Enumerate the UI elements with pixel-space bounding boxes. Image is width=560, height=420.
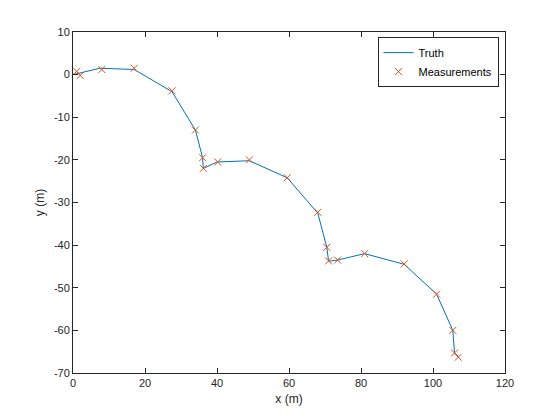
svg-text:y (m): y (m) [33,189,47,216]
svg-text:60: 60 [283,377,295,389]
svg-text:-70: -70 [54,367,70,379]
svg-text:-10: -10 [54,111,70,123]
svg-text:20: 20 [139,377,151,389]
svg-text:40: 40 [211,377,223,389]
svg-text:0: 0 [70,377,76,389]
svg-text:-50: -50 [54,282,70,294]
svg-text:0: 0 [64,68,70,80]
svg-text:Measurements: Measurements [419,66,492,78]
svg-text:100: 100 [424,377,442,389]
svg-text:10: 10 [58,26,70,38]
svg-text:-60: -60 [54,324,70,336]
svg-text:-40: -40 [54,239,70,251]
svg-text:Truth: Truth [419,47,444,59]
svg-text:120: 120 [496,377,514,389]
svg-text:-30: -30 [54,196,70,208]
svg-text:80: 80 [355,377,367,389]
svg-text:-20: -20 [54,154,70,166]
svg-text:x (m): x (m) [275,392,302,406]
